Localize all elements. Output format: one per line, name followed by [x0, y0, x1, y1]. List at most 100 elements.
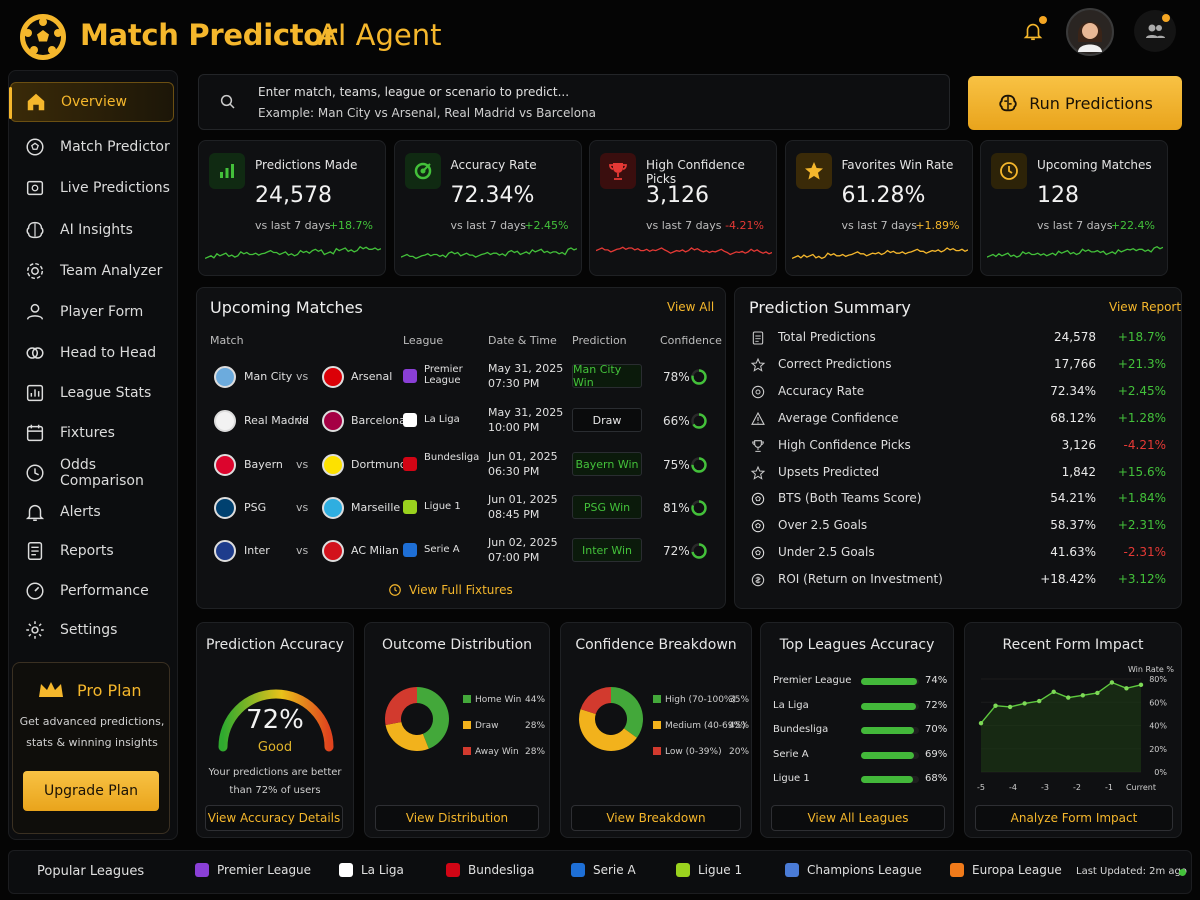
home-team: Inter — [244, 544, 270, 557]
sidebar-item-performance[interactable]: Performance — [10, 571, 174, 611]
sidebar-item-reports[interactable]: Reports — [10, 531, 174, 571]
footer-league-la-liga[interactable]: La Liga — [339, 863, 404, 877]
prediction-accuracy-title: Prediction Accuracy — [206, 637, 344, 653]
footer-league-champions-league[interactable]: Champions League — [785, 863, 922, 877]
view-distribution-button[interactable]: View Distribution — [375, 805, 539, 831]
run-predictions-button[interactable]: Run Predictions — [968, 76, 1182, 130]
col-date: Date & Time — [488, 334, 557, 347]
legend-label: Home Win — [475, 695, 522, 705]
confidence-ring — [691, 413, 707, 429]
upgrade-plan-button[interactable]: Upgrade Plan — [23, 771, 159, 811]
league-logo-icon — [785, 863, 799, 877]
sidebar-item-match-predictor[interactable]: Match Predictor — [10, 127, 174, 167]
stat-card-accuracy-rate[interactable]: Accuracy Rate 72.34% vs last 7 days +2.45% — [393, 140, 582, 276]
summary-change: +21.3% — [1117, 356, 1166, 371]
stat-value: 72.34% — [450, 183, 535, 208]
sidebar-item-ai-insights[interactable]: AI Insights — [10, 210, 174, 250]
stat-value: 24,578 — [255, 183, 332, 208]
league-pct: 68% — [925, 773, 948, 784]
sidebar-item-player-form[interactable]: Player Form — [10, 292, 174, 332]
confidence-value: 72% — [663, 544, 690, 558]
summary-value: 1,842 — [1061, 464, 1096, 479]
search-bar[interactable]: Enter match, teams, league or scenario t… — [198, 74, 950, 130]
match-date: Jun 01, 2025 — [488, 450, 558, 463]
view-report-link[interactable]: View Report — [1109, 300, 1182, 314]
summary-value: 41.63% — [1050, 545, 1096, 560]
table-row[interactable]: Man City vs Arsenal Premier League May 31, 2… — [198, 355, 724, 399]
sidebar-item-odds-comparison[interactable]: Odds Comparison — [10, 453, 174, 493]
notifications-button[interactable] — [1012, 10, 1054, 52]
trophy-icon — [600, 153, 636, 189]
stat-card-upcoming-matches[interactable]: Upcoming Matches 128 vs last 7 days +22.4% — [980, 140, 1168, 276]
sidebar-item-head-to-head[interactable]: Head to Head — [10, 333, 174, 373]
stat-card-high-confidence-picks[interactable]: High Confidence Picks 3,126 vs last 7 days… — [589, 140, 777, 276]
app-logo-icon — [20, 14, 66, 60]
stat-compare: vs last 7 days — [841, 219, 918, 232]
view-all-link[interactable]: View All — [667, 300, 715, 314]
match-time: 07:30 PM — [488, 377, 540, 390]
league-bar-fill — [861, 702, 916, 710]
footer-league-label: Premier League — [217, 863, 312, 877]
search-icon — [220, 94, 235, 109]
run-predictions-label: Run Predictions — [1029, 93, 1153, 113]
search-placeholder: Enter match, teams, league or scenario t… — [258, 85, 570, 99]
table-row[interactable]: Inter vs AC Milan Serie A Jun 02, 2025 07:00 … — [198, 529, 724, 573]
footer-league-label: Bundesliga — [468, 863, 535, 877]
footer-league-bundesliga[interactable]: Bundesliga — [446, 863, 534, 877]
view-all-leagues-button[interactable]: View All Leagues — [771, 805, 945, 831]
sidebar-item-label: Alerts — [60, 504, 101, 520]
avatar[interactable] — [1066, 8, 1114, 56]
legend-item: Draw 28% — [463, 721, 555, 731]
table-row[interactable]: Real Madrid vs Barcelona La Liga May 31, 202… — [198, 399, 724, 443]
table-row[interactable]: Bayern vs Dortmund Bundesliga Jun 01, 2025 06… — [198, 443, 724, 487]
y-tick-label: 80% — [1149, 675, 1167, 684]
sidebar-item-overview[interactable]: Overview — [9, 82, 174, 122]
confidence-ring — [691, 543, 707, 559]
footer-league-europa-league[interactable]: Europa League — [950, 863, 1062, 877]
ball-icon — [26, 138, 44, 156]
legend-item: Low (0-39%) 20% — [653, 747, 759, 757]
home-team: PSG — [244, 501, 267, 514]
league-name: Bundesliga — [424, 452, 480, 463]
summary-row: Upsets Predicted 1,842 +15.6% — [736, 460, 1176, 487]
sidebar-item-alerts[interactable]: Alerts — [10, 492, 174, 532]
sidebar-item-settings[interactable]: Settings — [10, 610, 174, 650]
table-row[interactable]: PSG vs Marseille Ligue 1 Jun 01, 2025 08:45 P… — [198, 486, 724, 530]
league-bar-track — [861, 678, 919, 685]
match-date: May 31, 2025 — [488, 406, 564, 419]
vs-label: vs — [296, 370, 309, 383]
league-bar-fill — [861, 751, 914, 759]
view-accuracy-details-button[interactable]: View Accuracy Details — [205, 805, 343, 831]
recent-form-impact-panel: Recent Form Impact Win Rate % 80% 60% 40% 20… — [964, 622, 1182, 838]
footer-league-premier-league[interactable]: Premier League — [195, 863, 311, 877]
legend-swatch — [463, 695, 471, 703]
league-logo-icon — [339, 863, 353, 877]
prediction-badge: PSG Win — [572, 495, 642, 519]
stat-card-favorites-win-rate[interactable]: Favorites Win Rate 61.28% vs last 7 days +1… — [784, 140, 973, 276]
league-logo-icon — [403, 413, 417, 427]
home-team: Bayern — [244, 458, 283, 471]
team-button[interactable] — [1134, 10, 1176, 52]
match-time: 10:00 PM — [488, 421, 540, 434]
footer-league-serie-a[interactable]: Serie A — [571, 863, 636, 877]
vs-label: vs — [296, 544, 309, 557]
clock-icon — [991, 153, 1027, 189]
users-icon — [1146, 24, 1165, 38]
league-logo-icon — [676, 863, 690, 877]
footer-league-ligue-1[interactable]: Ligue 1 — [676, 863, 742, 877]
document-icon — [752, 331, 764, 345]
view-full-fixtures-link[interactable]: View Full Fixtures — [388, 583, 513, 597]
stat-card-predictions-made[interactable]: Predictions Made 24,578 vs last 7 days +18.… — [198, 140, 386, 276]
sidebar-item-live-predictions[interactable]: Live Predictions — [10, 168, 174, 208]
sidebar-item-team-analyzer[interactable]: Team Analyzer — [10, 251, 174, 291]
away-team: Marseille — [351, 501, 401, 514]
analyze-form-impact-button[interactable]: Analyze Form Impact — [975, 805, 1173, 831]
league-name: Premier League — [773, 675, 852, 686]
stat-change: +22.4% — [1110, 219, 1155, 232]
view-breakdown-button[interactable]: View Breakdown — [571, 805, 741, 831]
sidebar-item-league-stats[interactable]: League Stats — [10, 373, 174, 413]
outcome-slice — [417, 687, 449, 749]
sidebar-item-label: Settings — [60, 622, 118, 638]
sidebar-item-fixtures[interactable]: Fixtures — [10, 413, 174, 453]
data-point — [978, 720, 984, 726]
